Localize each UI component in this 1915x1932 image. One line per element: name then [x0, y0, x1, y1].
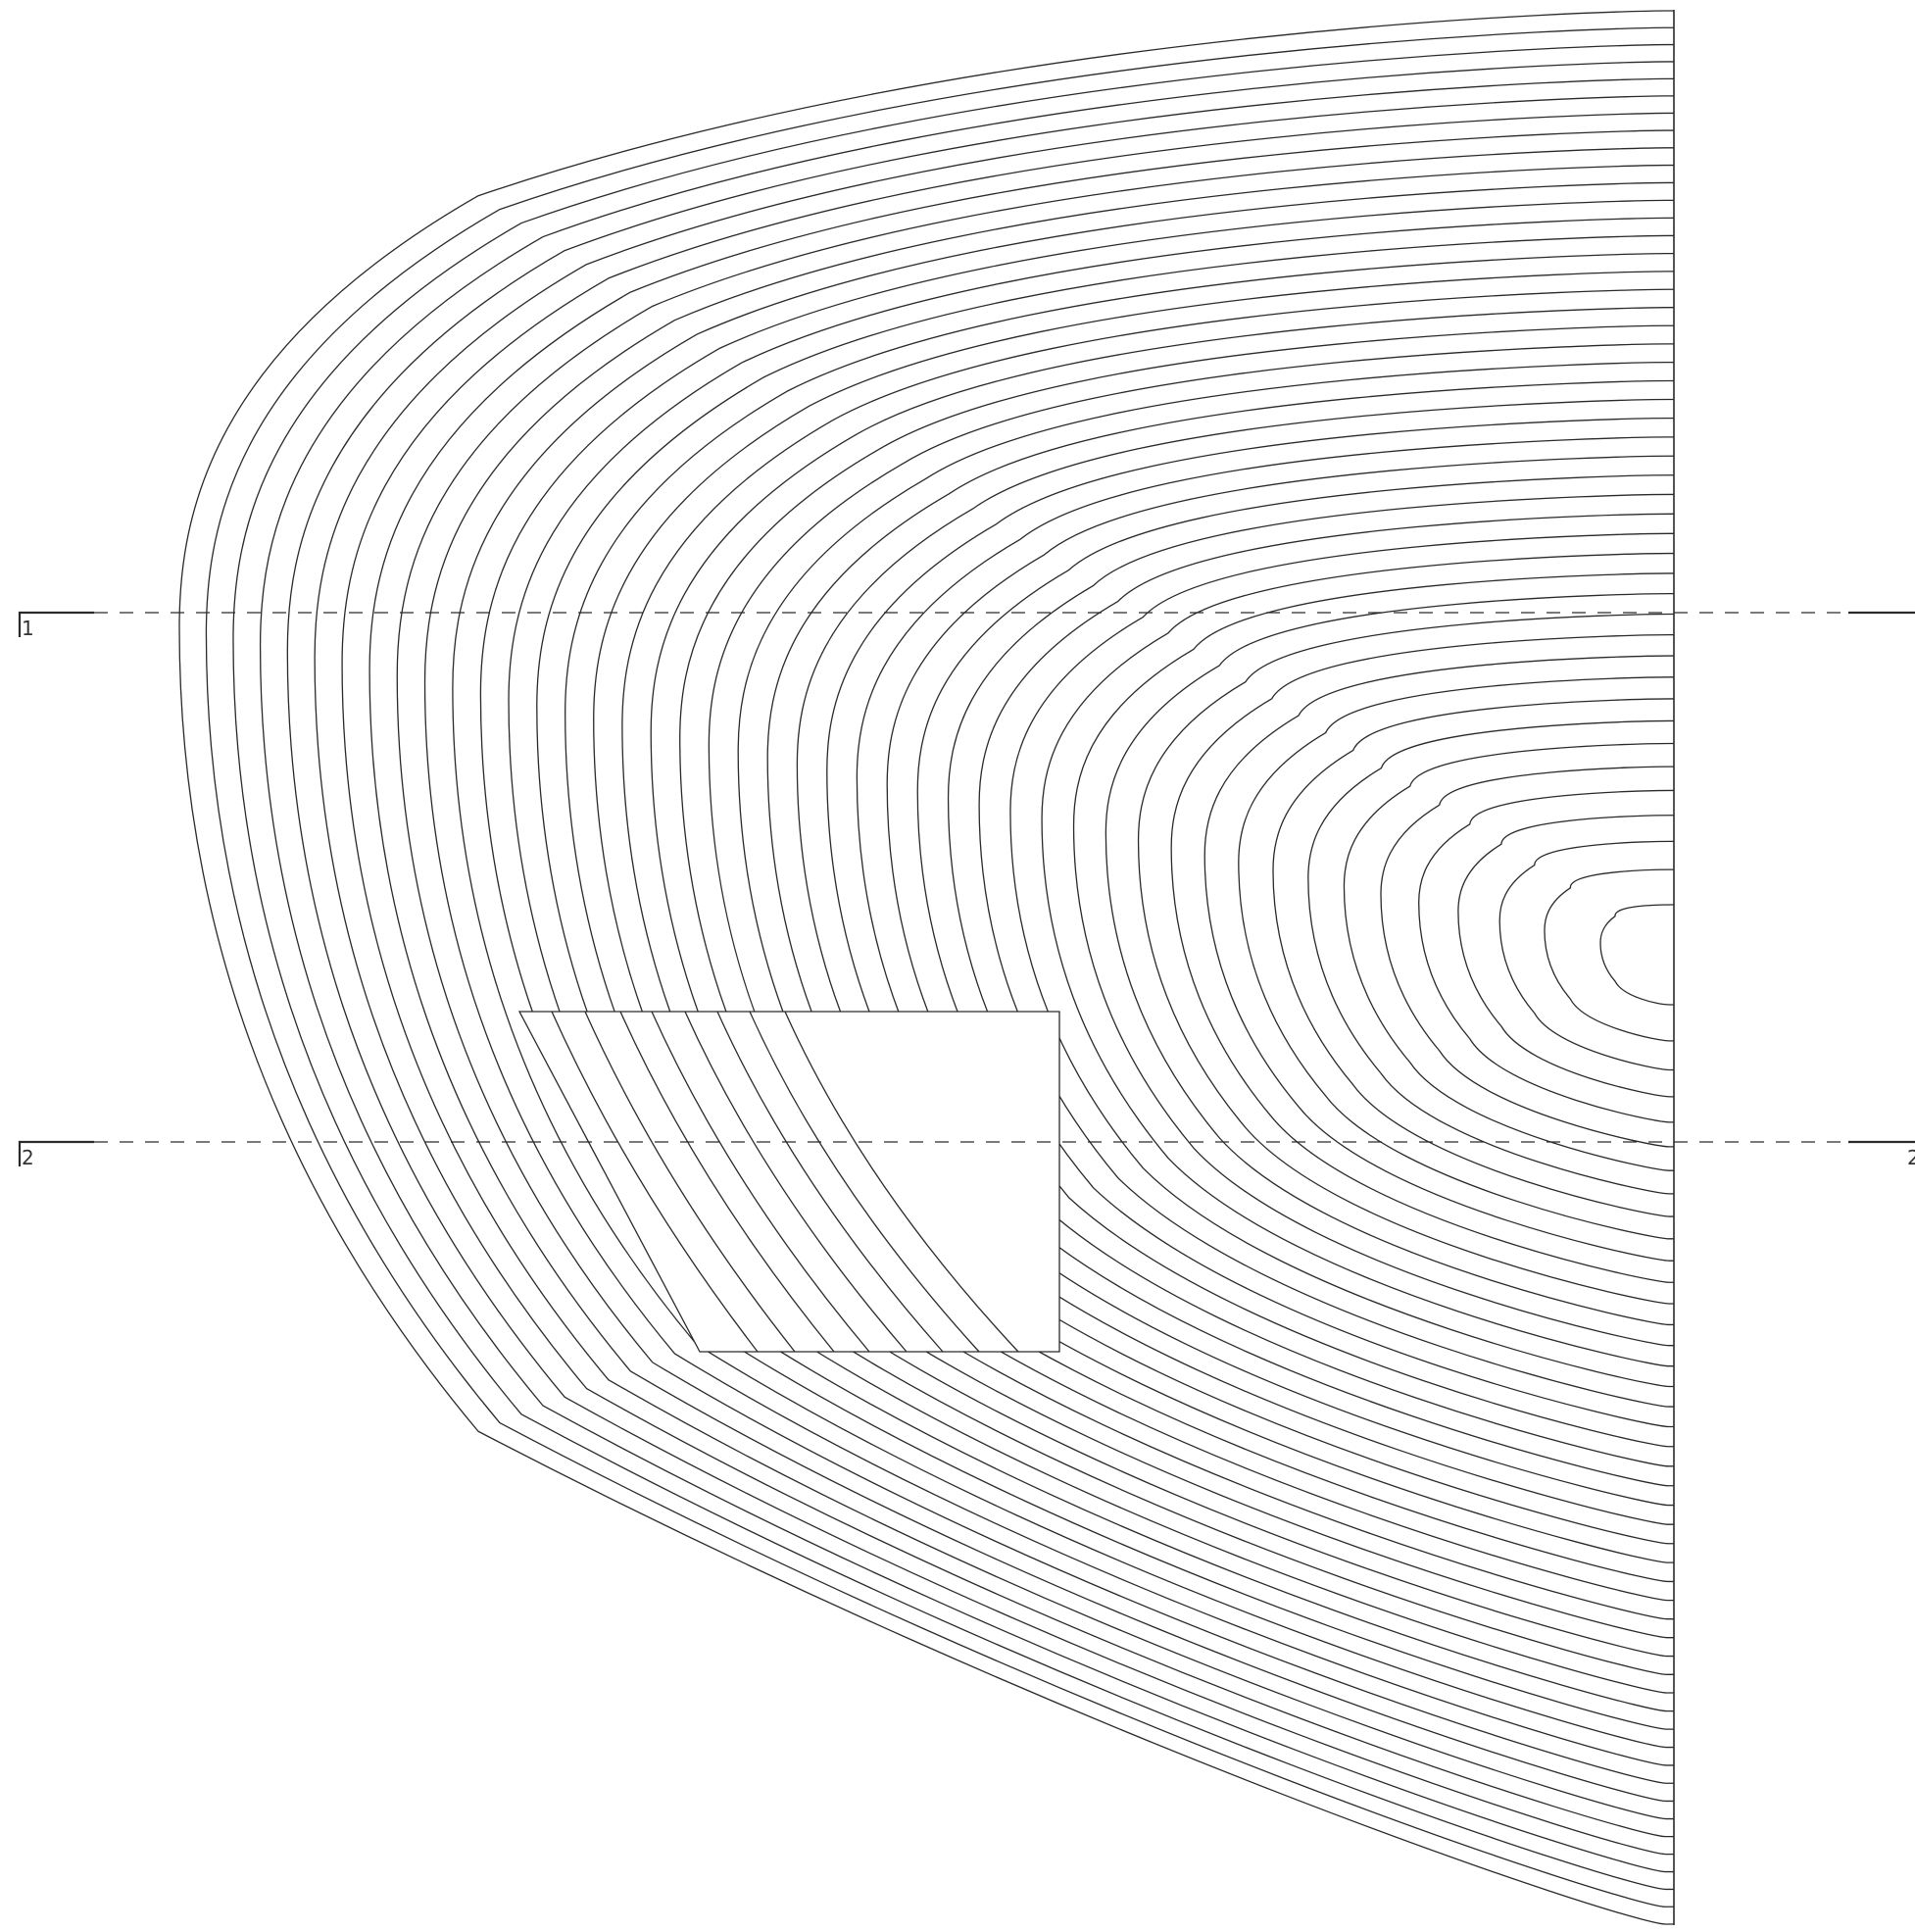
contour-line: [593, 271, 1674, 1658]
contour-line: [396, 147, 1674, 1784]
inset-hatch-line: [716, 1011, 944, 1353]
contour-line: [1105, 592, 1674, 1326]
inset-hatch-line: [749, 1011, 980, 1353]
contour-line: [1041, 552, 1674, 1367]
section-2-label-right: 2: [1907, 1146, 1915, 1169]
contour-line: [796, 398, 1674, 1525]
contour-line: [1599, 904, 1674, 1006]
contour-line: [621, 288, 1674, 1639]
contour-line: [508, 217, 1674, 1712]
inset-hatch-line: [551, 1011, 759, 1353]
contour-line: [1307, 719, 1674, 1195]
inset-hatch-line: [651, 1011, 870, 1353]
contour-line: [916, 474, 1674, 1448]
contour-line: [368, 129, 1674, 1803]
contour-line: [286, 77, 1674, 1856]
contour-line: [650, 307, 1674, 1620]
inset-hatch-line: [584, 1011, 796, 1353]
contour-line: [1498, 840, 1674, 1071]
contour-line: [1009, 532, 1674, 1388]
contour-line: [536, 234, 1674, 1694]
contour-line: [423, 164, 1674, 1766]
section-line-1: 1: [18, 611, 1915, 640]
contour-line: [1380, 766, 1674, 1148]
contour-line: [314, 95, 1674, 1838]
contour-line: [1418, 789, 1674, 1123]
contour-line: [766, 379, 1674, 1545]
contour-line: [205, 26, 1674, 1907]
inset-hatch-line: [619, 1011, 835, 1353]
contour-line: [1238, 676, 1674, 1240]
section-1-label: 1: [22, 617, 34, 640]
contour-line: [232, 43, 1674, 1891]
contour-line: [679, 324, 1674, 1602]
inset-hatch-line: [684, 1011, 908, 1353]
contour-line: [1343, 742, 1674, 1171]
contour-line: [452, 181, 1674, 1749]
contour-line: [1544, 868, 1674, 1042]
contour-line: [1072, 572, 1674, 1347]
contour-line: [737, 361, 1674, 1563]
section-2-left-marker: [18, 1140, 94, 1166]
contour-line: [856, 436, 1674, 1487]
contour-lines: [178, 10, 1674, 1925]
inset-hatch-line: [784, 1011, 1019, 1353]
contour-line: [826, 417, 1674, 1507]
inset-box: [517, 1011, 1060, 1353]
inset-hatch-lines: [551, 1011, 1019, 1353]
contour-line: [341, 112, 1674, 1820]
contour-line: [947, 493, 1674, 1428]
contour-line: [1137, 613, 1674, 1305]
contour-line: [565, 252, 1674, 1675]
contour-line: [708, 343, 1674, 1583]
contour-line: [978, 513, 1674, 1408]
contour-line: [259, 61, 1674, 1873]
inset-outline: [517, 1011, 1060, 1353]
contour-line: [1457, 815, 1674, 1098]
contour-line: [1170, 633, 1674, 1283]
section-2-label: 2: [22, 1146, 34, 1169]
contour-line: [178, 10, 1674, 1925]
contour-line: [886, 455, 1674, 1467]
contour-line: [1272, 698, 1674, 1217]
contour-line: [1203, 655, 1674, 1262]
section-line-2: 2 2: [18, 1140, 1915, 1169]
contour-line: [479, 199, 1674, 1730]
section-1-left-marker: [18, 611, 94, 637]
